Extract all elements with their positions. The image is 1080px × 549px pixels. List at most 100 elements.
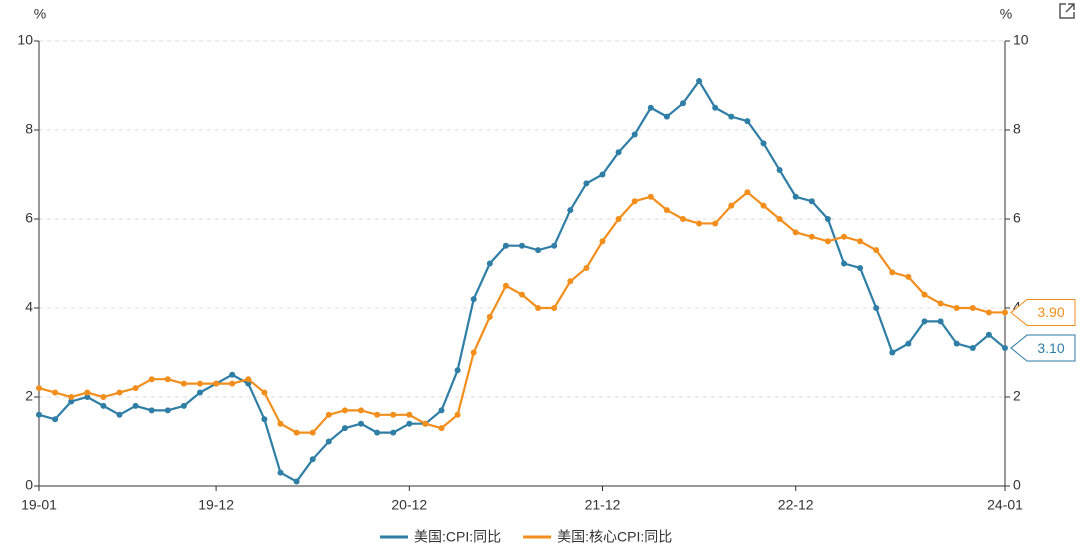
data-point [229,371,236,378]
value-label-box [1010,298,1076,326]
data-point [197,380,203,387]
data-point [647,104,654,111]
data-point [374,411,381,418]
data-point [535,247,542,254]
data-point [164,376,171,383]
data-point [551,242,558,249]
data-point [728,113,735,120]
data-point [277,420,284,427]
x-tick-label: 21-12 [585,497,621,513]
data-point [776,216,783,222]
data-point [68,398,75,405]
data-point [889,269,896,276]
data-point [229,380,236,387]
data-point [824,238,831,245]
data-point [197,389,203,396]
data-point [486,313,493,320]
series-line [38,79,1006,483]
data-point [712,220,719,227]
data-point [180,380,187,387]
data-point [663,207,670,214]
data-point [519,291,525,298]
data-point [615,149,622,156]
data-point [390,429,397,436]
data-point [358,420,364,427]
data-point [712,104,719,111]
data-point [390,411,397,418]
data-point [841,260,847,267]
data-point [905,273,912,280]
y-tick-label: 4 [25,299,33,315]
data-point [470,349,477,356]
data-point [374,429,381,436]
data-point [486,260,493,267]
data-point [889,349,896,356]
data-point [583,264,590,271]
data-point [341,425,348,432]
data-point [100,394,107,400]
data-point [808,198,815,205]
value-label: 3.10 [1037,340,1064,356]
export-icon[interactable] [1059,3,1075,19]
data-point [808,233,815,240]
data-point [358,407,364,414]
data-point [567,278,574,285]
data-point [438,425,445,432]
data-point [696,78,703,85]
data-point [406,411,413,418]
y-tick-label: 10 [17,32,33,48]
data-point [599,171,606,178]
y-unit: % [34,6,46,22]
data-point [953,305,960,311]
data-point [148,407,155,414]
data-point [52,389,59,396]
data-point [760,202,767,209]
data-point [857,264,864,271]
data-point [148,376,155,383]
value-label-box [1010,334,1076,362]
y2-tick-label: 10 [1013,32,1029,48]
data-point [969,305,976,311]
value-label: 3.90 [1037,304,1064,320]
data-point [293,429,300,436]
data-point [792,229,799,236]
data-point [341,407,348,414]
data-point [1002,309,1008,316]
y2-tick-label: 6 [1013,210,1021,226]
data-point [245,380,252,387]
data-point [438,407,445,414]
data-point [454,367,461,374]
data-point [277,469,284,476]
y2-tick-label: 2 [1013,388,1021,404]
data-point [213,380,220,387]
data-point [583,180,590,187]
data-point [680,216,686,222]
x-tick-label: 20-12 [391,497,427,513]
data-point [84,394,91,400]
data-point [100,402,107,409]
data-point [760,140,767,147]
data-point [84,389,91,396]
data-point [841,233,847,240]
legend-label: 美国:核心CPI:同比 [557,529,672,545]
y2-tick-label: 0 [1013,477,1021,493]
data-point [325,411,332,418]
data-point [776,167,783,174]
data-point [309,429,316,436]
data-point [36,385,42,392]
data-point [36,411,42,418]
data-point [953,340,960,347]
data-point [454,411,461,418]
data-point [1002,345,1008,352]
data-point [647,193,654,200]
data-point [663,113,670,120]
export-icon-arrow [1065,3,1075,13]
data-point [551,305,558,311]
legend-label: 美国:CPI:同比 [414,529,501,545]
data-point [937,318,944,325]
data-point [68,394,75,400]
data-point [261,416,268,423]
data-point [921,318,928,325]
data-point [422,420,429,427]
